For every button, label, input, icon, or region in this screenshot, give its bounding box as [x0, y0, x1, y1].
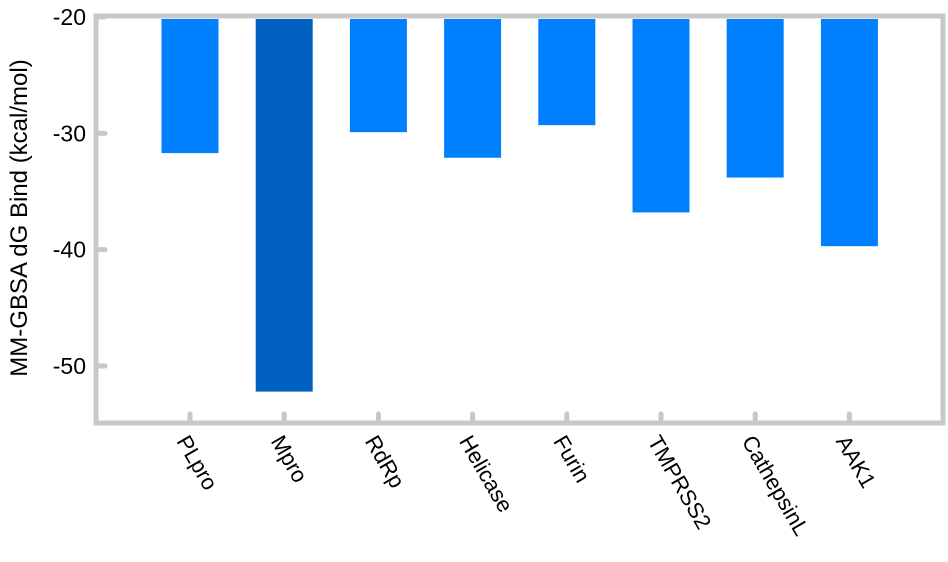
- x-tick-label: AAK1: [831, 431, 881, 492]
- y-tick-label: -20: [53, 4, 86, 30]
- bar-cathepsinl: [726, 19, 784, 178]
- x-axis-ticks: PLpro Mpro RdRp Helicase Furin TMPRSS2 Catheps…: [172, 411, 881, 540]
- x-tick-label: Helicase: [454, 431, 518, 517]
- bar-helicase: [444, 19, 502, 158]
- plot-frame: [93, 13, 946, 426]
- x-tick-label: PLpro: [172, 431, 223, 494]
- x-tick-label: RdRp: [360, 431, 410, 492]
- x-tick-label: Mpro: [266, 431, 313, 487]
- bar-furin: [538, 19, 596, 126]
- bar-rdrp: [349, 19, 407, 133]
- y-axis-label: MM-GBSA dG Bind (kcal/mol): [6, 59, 33, 376]
- bars: [161, 19, 878, 392]
- plot-frame-border: [93, 13, 946, 426]
- y-tick-label: -30: [53, 120, 86, 146]
- y-tick-label: -50: [53, 353, 86, 379]
- x-tick-label: TMPRSS2: [643, 431, 717, 533]
- y-tick-label: -40: [53, 237, 86, 263]
- bar-mpro: [255, 19, 313, 392]
- y-axis-ticks: -20 -30 -40 -50: [53, 4, 108, 379]
- bar-aak1: [820, 19, 878, 247]
- bar-plpro: [161, 19, 219, 154]
- x-tick-label: CathepsinL: [737, 431, 814, 540]
- x-tick-label: Furin: [548, 431, 595, 487]
- bar-tmprss2: [632, 19, 690, 213]
